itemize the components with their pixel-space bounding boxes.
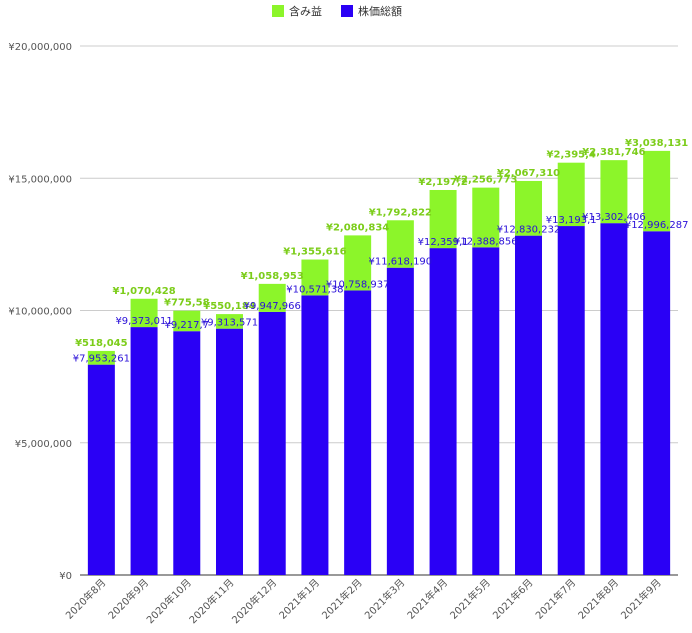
x-tick-label: 2021年4月	[404, 576, 450, 622]
gridlines	[80, 45, 678, 576]
bar-gain	[386, 220, 414, 268]
data-label-value: ¥9,217,7	[165, 320, 210, 331]
bar-gain	[600, 160, 628, 224]
x-tick-label: 2020年8月	[63, 576, 109, 622]
y-tick-label: ¥5,000,000	[15, 439, 72, 450]
data-label-gain: ¥2,067,310	[497, 168, 560, 179]
data-label-value: ¥10,571,38	[286, 284, 343, 295]
data-label-gain: ¥2,395,4	[547, 150, 596, 161]
bar-value	[216, 328, 243, 575]
data-label-gain: ¥775,58	[164, 298, 210, 309]
bar-value	[258, 311, 286, 575]
x-tick-label: 2021年7月	[533, 576, 579, 622]
data-label-gain: ¥550,184	[203, 301, 256, 312]
y-tick-label: ¥15,000,000	[8, 174, 72, 185]
x-tick-label: 2021年8月	[575, 576, 621, 622]
bar-gain	[557, 162, 585, 227]
data-label-gain: ¥518,045	[75, 338, 128, 349]
x-tick-label: 2021年6月	[490, 576, 536, 622]
bar-value	[87, 364, 115, 575]
x-tick-label: 2020年11月	[186, 576, 236, 626]
bar-gain	[173, 310, 201, 332]
y-tick-label: ¥10,000,000	[8, 307, 72, 318]
data-label-value: ¥9,313,571	[201, 318, 258, 329]
bar-gain	[301, 259, 329, 296]
data-label-value: ¥13,302,406	[582, 212, 646, 223]
bar-value	[386, 267, 414, 575]
data-label-gain: ¥1,070,428	[112, 286, 175, 297]
bar-value	[600, 223, 628, 575]
bar-gain	[643, 150, 671, 232]
bar-gain	[216, 314, 243, 329]
data-label-value: ¥12,388,856	[454, 236, 518, 247]
data-label-gain: ¥1,792,822	[369, 207, 432, 218]
legend-label-gain: 含み益	[289, 4, 322, 18]
y-tick-label: ¥0	[59, 571, 72, 582]
bar-gain	[87, 350, 115, 365]
bar-value	[429, 248, 457, 575]
data-label-gain: ¥2,197,2	[418, 177, 467, 188]
data-label-gain: ¥1,058,953	[241, 271, 304, 282]
bar-gain	[515, 180, 542, 236]
data-label-gain: ¥1,355,616	[283, 247, 346, 258]
bar-gain	[258, 283, 286, 312]
bar-value	[130, 327, 158, 575]
bar-gain	[344, 235, 372, 291]
y-tick-label: ¥20,000,000	[8, 42, 72, 53]
x-tick-label: 2020年12月	[229, 576, 279, 626]
data-label-value: ¥9,373,011	[115, 316, 172, 327]
data-labels: ¥518,045 ¥7,953,261 ¥1,070,428 ¥9,373,011 ¥7…	[73, 138, 689, 365]
bar-gain	[429, 189, 457, 249]
x-tick-label: 2021年1月	[276, 576, 322, 622]
data-label-value: ¥7,953,261	[73, 354, 130, 365]
x-tick-label: 2021年9月	[618, 576, 664, 622]
bar-value	[557, 226, 585, 575]
y-axis-ticks: ¥0 ¥5,000,000 ¥10,000,000 ¥15,000,000 ¥20,00…	[8, 42, 72, 582]
x-axis-ticks: 2020年8月2020年9月2020年10月2020年11月2020年12月20…	[63, 576, 664, 626]
bar-gain	[472, 187, 500, 248]
legend-swatch-value	[341, 5, 353, 17]
bar-value	[344, 290, 372, 575]
data-label-gain: ¥2,381,746	[582, 147, 645, 158]
legend-label-value: 株価総額	[358, 4, 402, 18]
data-label-gain: ¥3,038,131	[625, 138, 688, 149]
bar-gain	[130, 298, 158, 328]
data-label-value: ¥12,830,232	[497, 225, 561, 236]
data-label-gain: ¥2,256,773	[454, 175, 517, 186]
data-label-value: ¥11,618,190	[369, 257, 433, 268]
legend-swatch-gain	[272, 5, 284, 17]
x-tick-label: 2021年3月	[362, 576, 408, 622]
data-label-value: ¥12,359,1	[418, 237, 469, 248]
x-tick-label: 2020年10月	[144, 576, 194, 626]
bars	[87, 150, 671, 575]
bar-value	[173, 331, 201, 575]
x-tick-label: 2021年2月	[319, 576, 365, 622]
x-tick-label: 2021年5月	[447, 576, 493, 622]
bar-value	[472, 247, 500, 575]
data-label-value: ¥13,193,1	[546, 215, 597, 226]
data-label-value: ¥9,947,966	[244, 301, 301, 312]
data-label-gain: ¥2,080,834	[326, 222, 389, 233]
bar-value	[301, 295, 329, 575]
data-label-value: ¥12,996,287	[625, 220, 689, 231]
data-label-value: ¥10,758,937	[326, 279, 390, 290]
bar-value	[643, 231, 671, 575]
legend: 含み益 株価総額	[272, 4, 402, 18]
bar-value	[515, 235, 542, 575]
x-tick-label: 2020年9月	[105, 576, 151, 622]
